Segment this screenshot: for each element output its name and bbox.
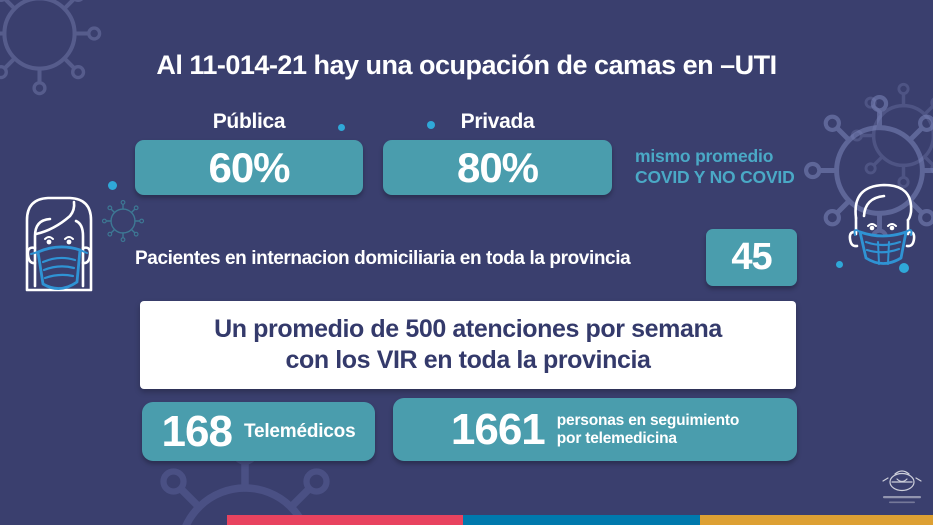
public-beds-label: Pública [212, 110, 286, 133]
public-beds-value-box: 60% [135, 140, 363, 195]
dot-icon [427, 121, 435, 129]
weekly-care-line2: con los VIR en toda la provincia [285, 346, 651, 374]
virus-icon [100, 198, 146, 244]
weekly-care-line1: Un promedio de 500 atenciones por semana [214, 315, 722, 343]
private-beds-value: 80% [456, 144, 539, 191]
weekly-care-box: Un promedio de 500 atenciones por semana… [140, 301, 796, 389]
dot-icon [338, 124, 345, 131]
woman-mask-icon [25, 196, 93, 292]
home-care-label: Pacientes en internacion domiciliaria en… [135, 248, 631, 269]
bottom-bar-red-segment [227, 515, 463, 525]
telemedicos-box: 168 Telemédicos [142, 402, 375, 461]
province-logo [882, 470, 922, 504]
covid-note-line2: COVID Y NO COVID [635, 167, 795, 187]
public-beds-value: 60% [208, 144, 290, 191]
followup-value: 1661 [450, 404, 546, 454]
followup-label-line2: por telemedicina [556, 429, 677, 447]
home-care-value: 45 [731, 236, 772, 278]
page-title: Al 11-014-21 hay una ocupación de camas … [156, 50, 777, 80]
bottom-bar-blue-segment [463, 515, 700, 525]
man-mask-icon [848, 183, 916, 265]
telemedicine-followup-box: 1661 personas en seguimiento por telemed… [393, 398, 797, 461]
telemedicos-value: 168 [161, 406, 233, 456]
dot-icon [899, 263, 909, 273]
bottom-bar-yellow-segment [700, 515, 933, 525]
private-beds-value-box: 80% [383, 140, 612, 195]
followup-label-line1: personas en seguimiento [556, 411, 740, 429]
covid-note-line1: mismo promedio [635, 146, 774, 166]
home-care-value-box: 45 [706, 229, 797, 286]
telemedicos-label: Telemédicos [243, 420, 356, 442]
dot-icon [108, 181, 117, 190]
dot-icon [836, 261, 843, 268]
private-beds-label: Privada [460, 110, 535, 133]
followup-label: personas en seguimiento por telemedicina [556, 411, 740, 448]
covid-note: mismo promedio COVID Y NO COVID [635, 146, 825, 188]
